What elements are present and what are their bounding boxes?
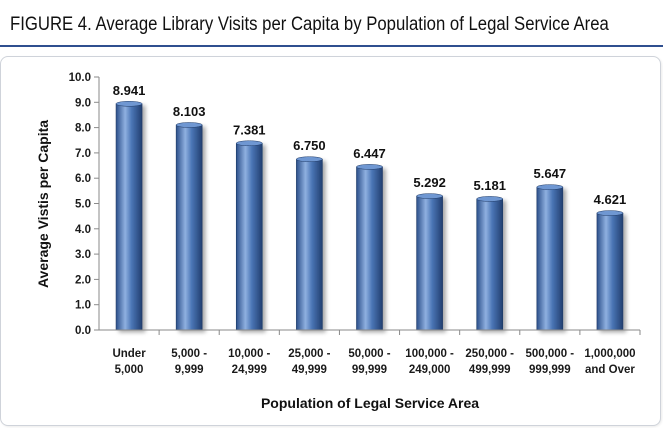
x-tick-label-line: 249,000	[409, 364, 451, 376]
x-tick-label-line: 9,999	[175, 364, 204, 376]
value-label: 5.181	[473, 178, 506, 193]
bar-top-cap	[175, 122, 203, 128]
y-tick-label: 9.0	[75, 97, 91, 109]
bar	[536, 186, 564, 331]
y-axis-title: Average Vistis per Capita	[35, 120, 51, 288]
x-tick-label: 50,000 - 99,999	[348, 348, 390, 376]
x-tick-label-line: 50,000 -	[348, 348, 390, 360]
bar	[115, 103, 143, 331]
bar	[235, 142, 263, 331]
y-tick-label: 6.0	[75, 173, 91, 185]
bar-top-cap	[296, 156, 323, 162]
bar-top-cap	[356, 164, 383, 170]
y-tick-label: 4.0	[75, 224, 91, 236]
x-tick-label: 250,000 - 499,999	[465, 348, 514, 376]
y-tick-label: 5.0	[75, 199, 91, 211]
x-tick-label: Under 5,000	[112, 348, 146, 376]
x-tick-label: 500,000 - 999,999	[526, 348, 575, 376]
x-tick-label: 25,000 - 49,999	[288, 348, 330, 376]
y-tick-label: 1.0	[75, 300, 91, 312]
bar-top-cap	[536, 184, 564, 190]
x-tick-label-line: 250,000 -	[465, 348, 514, 360]
y-tick-label: 0.0	[75, 325, 91, 337]
bar	[356, 166, 383, 331]
bar-top-cap	[416, 193, 443, 199]
value-label: 5.292	[413, 175, 446, 190]
value-label: 7.381	[233, 122, 266, 137]
value-label: 8.941	[113, 83, 146, 98]
x-axis: Under 5,000 5,000 - 9,999 10,000 - 24,999 25,0…	[99, 329, 641, 376]
x-tick-label: 10,000 - 24,999	[228, 348, 270, 376]
y-tick-label: 8.0	[75, 123, 91, 135]
value-label: 4.621	[594, 192, 627, 207]
x-tick-label-line: 499,999	[469, 364, 511, 376]
y-axis: 0.0 1.0 2.0 3.0 4.0 5.0 6.0 7.0 8.0 9.0 10.0	[69, 72, 100, 337]
bar	[175, 124, 203, 331]
value-label: 6.750	[293, 138, 326, 153]
x-tick-label-line: 500,000 -	[526, 348, 575, 360]
x-tick-label: 100,000 - 249,000	[405, 348, 454, 376]
x-tick-label-line: 100,000 -	[405, 348, 454, 360]
x-tick-label: 5,000 - 9,999	[171, 348, 207, 376]
x-tick-label-line: 99,999	[352, 364, 387, 376]
bar	[416, 195, 443, 331]
x-axis-title: Population of Legal Service Area	[261, 395, 479, 411]
bar	[296, 158, 323, 331]
bar-top-cap	[236, 140, 263, 147]
x-tick-label-line: 999,999	[529, 364, 571, 376]
bar-top-cap	[476, 196, 503, 202]
bar-top-cap	[596, 210, 624, 216]
title-rule	[0, 45, 663, 47]
y-tick-label: 10.0	[69, 72, 91, 84]
x-tick-label-line: and Over	[585, 364, 635, 376]
x-tick-label: 1,000,000 and Over	[584, 348, 635, 376]
x-tick-label-line: 10,000 -	[228, 348, 270, 360]
x-tick-label-line: 25,000 -	[288, 348, 330, 360]
x-tick-label-line: 24,999	[232, 364, 267, 376]
x-tick-label-line: 49,999	[292, 364, 327, 376]
bar	[476, 198, 504, 331]
bar-top-cap	[115, 101, 143, 107]
figure-title: FIGURE 4. Average Library Visits per Cap…	[10, 14, 609, 35]
y-tick-label: 7.0	[75, 148, 91, 160]
y-tick-label: 2.0	[75, 274, 91, 286]
bar	[596, 212, 624, 331]
x-tick-label-line: 1,000,000	[584, 348, 635, 360]
bars	[115, 101, 624, 331]
x-tick-label-line: 5,000	[115, 364, 144, 376]
value-labels: 8.941 8.103 7.381 6.750 6.447 5.292 5.181 5.647…	[113, 83, 626, 207]
value-label: 5.647	[534, 166, 567, 181]
y-tick-label: 3.0	[75, 249, 91, 261]
x-tick-label-line: 5,000 -	[171, 348, 207, 360]
value-label: 6.447	[353, 146, 386, 161]
x-tick-label-line: Under	[112, 348, 146, 360]
value-label: 8.103	[173, 104, 206, 119]
